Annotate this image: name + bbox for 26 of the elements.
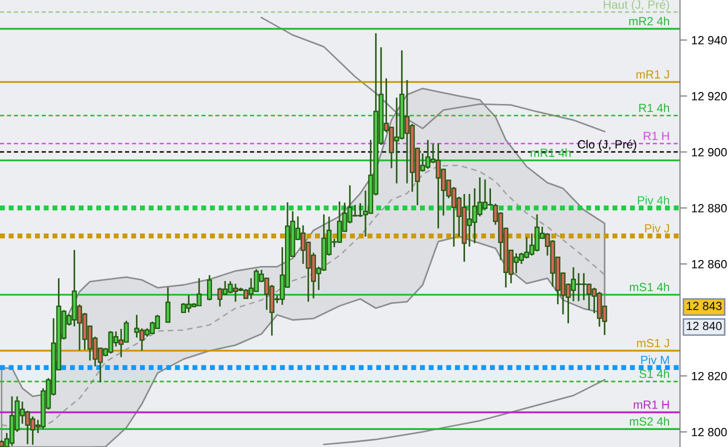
ref-line-label: Haut (J, Pré)	[604, 0, 670, 12]
ref-line-label: mS2 4h	[630, 416, 670, 426]
line-series	[323, 379, 606, 446]
y-tick-label: 12 860	[692, 260, 727, 268]
y-tick-label: 12 920	[692, 92, 727, 100]
y-tick-label: 12 940	[692, 36, 727, 44]
ref-line-label: R1 H	[644, 132, 669, 140]
candlestick	[207, 274, 212, 302]
ref-line-label: mS1 4h	[630, 282, 670, 292]
ref-line-label: mR1 H	[634, 400, 669, 409]
text: 12 840	[686, 322, 722, 330]
line-series	[260, 16, 606, 132]
ref-line-label: mR2 4h	[629, 16, 670, 26]
y-tick-label: 12 800	[692, 428, 727, 436]
ref-line-label: mR1 J	[636, 70, 669, 79]
y-tick-label: 12 880	[692, 204, 727, 212]
ref-line-label: Piv J	[645, 224, 669, 233]
candlestick	[165, 286, 170, 324]
ref-line-label: Piv 4h	[638, 196, 670, 204]
text: 12 843	[686, 302, 722, 310]
y-tick-label: 12 900	[692, 148, 727, 156]
ref-line-label: mS1 J	[637, 338, 669, 348]
y-tick-label: 12 820	[692, 372, 727, 380]
ref-line-label: Piv M	[641, 355, 669, 364]
ref-line-label: R1 4h	[639, 103, 670, 112]
ref-line-label: S1 4h	[639, 369, 670, 378]
